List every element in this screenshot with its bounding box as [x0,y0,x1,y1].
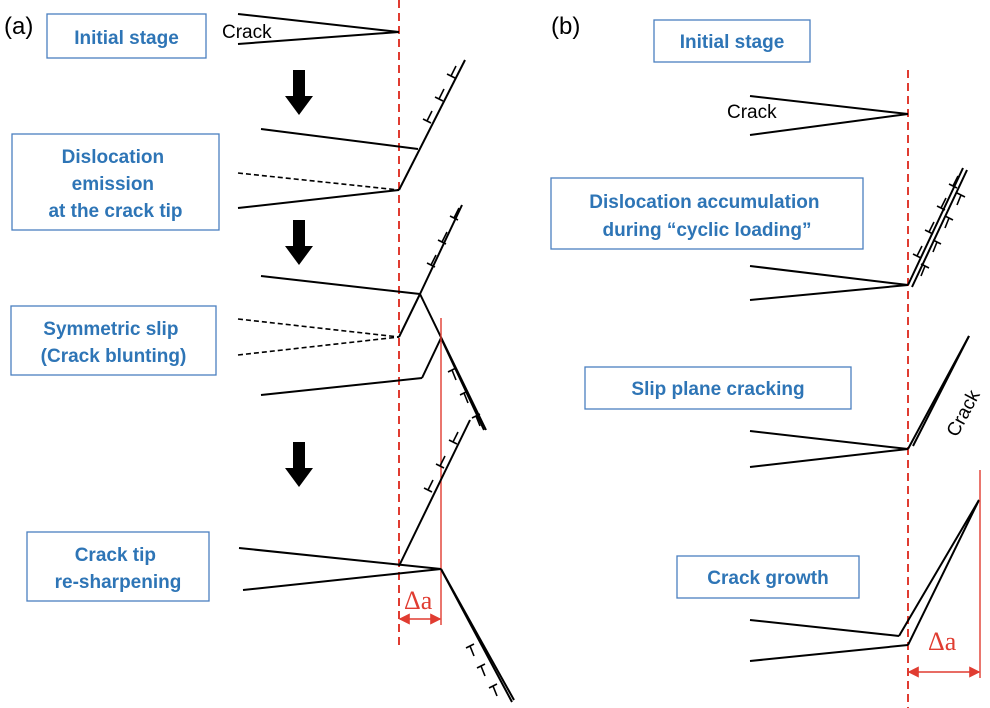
panel-b-box-slip-plane-cracking: Slip plane cracking [585,367,851,409]
panel-a-stage-symmetric-slip [238,205,486,625]
panel-b-letter: (b) [551,13,580,40]
panel-b-box-dislocation-accumulation: Dislocation accumulation during “cyclic … [551,178,863,249]
svg-text:Slip plane cracking: Slip plane cracking [631,379,804,400]
panel-b: (b) Crack [551,13,985,708]
panel-b-slip-crack-label: Crack [943,386,985,440]
panel-a-box-dislocation-emission: Dislocation emission at the crack tip [12,134,219,230]
panel-a: (a) Crack [4,0,514,702]
panel-b-box-initial-stage: Initial stage [654,20,810,62]
panel-a-down-arrow-2 [285,220,313,265]
panel-a-box-initial-stage: Initial stage [47,14,206,58]
svg-text:Initial stage: Initial stage [680,32,785,53]
panel-a-down-arrow-3 [285,442,313,487]
panel-a-down-arrow-1 [285,70,313,115]
svg-text:Crack growth: Crack growth [707,568,828,589]
panel-b-box-crack-growth: Crack growth [677,556,859,598]
panel-a-stage-initial-crack: Crack [222,14,399,44]
panel-a-stage-resharpening: Δa [239,420,514,702]
panel-a-dislocation-symbols-2 [427,208,480,426]
panel-a-box-symmetric-slip: Symmetric slip (Crack blunting) [11,306,216,375]
panel-a-dislocation-symbols-3 [424,432,497,696]
panel-b-stage-initial-crack: Crack [727,96,908,135]
panel-a-crack-label: Crack [222,22,272,43]
panel-a-delta-label: Δa [404,586,433,615]
panel-b-delta-label: Δa [928,627,957,656]
panel-a-letter: (a) [4,13,33,40]
panel-a-stage-dislocation-emission [238,60,465,208]
svg-text:Initial stage: Initial stage [74,28,179,49]
panel-a-dislocation-symbols-1 [423,66,456,123]
panel-b-crack-label: Crack [727,102,777,123]
panel-a-box-resharpening: Crack tip re-sharpening [27,532,209,601]
